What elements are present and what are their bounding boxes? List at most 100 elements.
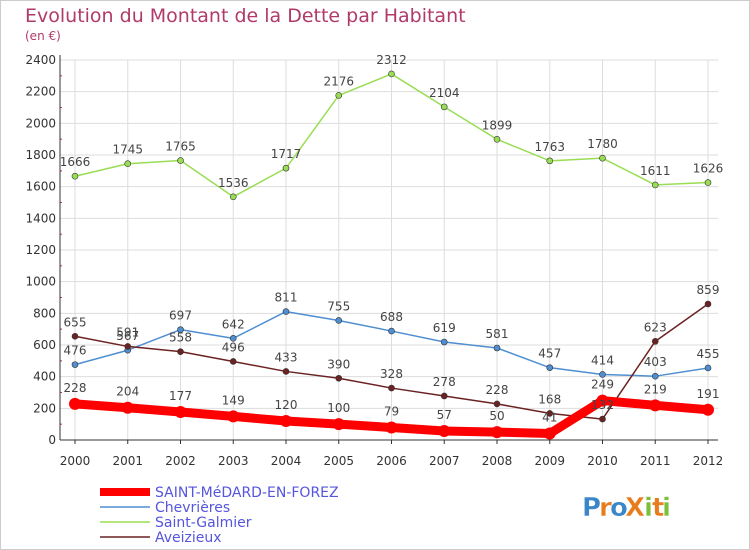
- y-tick-label: 1600: [25, 180, 56, 194]
- data-point-saint_medard: [227, 410, 240, 423]
- data-label-aveizieux: 859: [697, 283, 720, 297]
- x-tick-label: 2012: [693, 454, 724, 468]
- data-label-saint_medard: 177: [169, 389, 192, 403]
- data-label-saint_medard: 228: [64, 381, 87, 395]
- data-point-saint_medard: [438, 424, 451, 437]
- data-point-saint_medard: [69, 397, 81, 410]
- data-point-chevrieres: [651, 372, 659, 380]
- data-labels: 1666 1745 1765 1536 1717 2176 2312 2104 1899 1763…: [60, 53, 724, 425]
- data-label-chevrieres: 455: [697, 347, 720, 361]
- data-point-chevrieres: [493, 344, 501, 352]
- data-label-saint_medard: 204: [116, 385, 139, 399]
- data-point-saint_galmier: [388, 70, 395, 78]
- data-label-chevrieres: 403: [644, 355, 667, 369]
- data-label-aveizieux: 623: [644, 320, 667, 334]
- data-label-chevrieres: 476: [64, 344, 87, 358]
- legend-label-saint_galmier: Saint-Galmier: [155, 515, 252, 531]
- y-tick-label: 400: [33, 370, 56, 384]
- series-group: [69, 70, 714, 440]
- legend: SAINT-MéDARD-EN-FOREZChevrièresSaint-Gal…: [100, 485, 339, 546]
- data-label-aveizieux: 655: [64, 315, 87, 329]
- y-tick-label: 600: [33, 338, 56, 352]
- data-point-saint_galmier: [71, 172, 79, 180]
- data-point-aveizieux: [229, 358, 237, 365]
- data-label-saint_galmier: 2312: [376, 53, 407, 67]
- data-label-saint_medard: 149: [222, 393, 245, 407]
- chart-title: Evolution du Montant de la Dette par Hab…: [25, 5, 466, 27]
- data-point-saint_galmier: [704, 179, 712, 186]
- data-label-saint_medard: 249: [591, 378, 614, 392]
- data-label-aveizieux: 496: [222, 340, 245, 354]
- data-label-saint_galmier: 1536: [218, 176, 249, 190]
- unit-label: (en €): [25, 29, 61, 43]
- data-label-chevrieres: 642: [222, 317, 245, 331]
- data-label-saint_medard: 79: [384, 404, 399, 418]
- y-tick-label: 200: [33, 401, 56, 415]
- data-label-saint_medard: 57: [437, 408, 452, 422]
- data-point-saint_medard: [385, 421, 398, 434]
- data-label-aveizieux: 433: [275, 350, 298, 364]
- legend-label-aveizieux: Aveizieux: [155, 530, 222, 546]
- data-point-aveizieux: [651, 338, 659, 345]
- x-tick-label: 2005: [323, 454, 354, 468]
- data-point-aveizieux: [71, 332, 79, 340]
- x-tick-label: 2003: [218, 454, 249, 468]
- data-point-saint_medard: [121, 401, 134, 414]
- y-tick-label: 2400: [25, 53, 56, 67]
- logo-letter: P: [582, 493, 601, 523]
- x-tick-label: 2004: [271, 454, 302, 468]
- data-point-aveizieux: [282, 368, 290, 375]
- data-point-chevrieres: [704, 364, 712, 372]
- y-tick-label: 1400: [25, 211, 56, 225]
- x-tick-label: 2009: [534, 454, 565, 468]
- data-point-chevrieres: [177, 326, 184, 333]
- data-label-chevrieres: 457: [538, 347, 561, 361]
- data-label-saint_medard: 41: [542, 411, 557, 425]
- data-label-saint_galmier: 2176: [323, 74, 354, 88]
- y-tick-label: 1800: [25, 148, 56, 162]
- logo-letter: o: [610, 493, 628, 523]
- legend-label-chevrieres: Chevrières: [155, 500, 230, 516]
- data-label-aveizieux: 328: [380, 367, 403, 381]
- data-point-chevrieres: [71, 361, 79, 368]
- data-point-saint_medard: [702, 403, 714, 416]
- data-point-saint_galmier: [546, 157, 554, 165]
- data-label-aveizieux: 228: [486, 383, 509, 397]
- data-label-chevrieres: 619: [433, 321, 456, 335]
- data-point-saint_medard: [280, 415, 292, 427]
- data-label-saint_galmier: 1780: [587, 137, 618, 151]
- data-point-saint_galmier: [229, 193, 237, 201]
- data-point-chevrieres: [546, 364, 554, 371]
- data-point-aveizieux: [440, 392, 448, 400]
- data-label-chevrieres: 697: [169, 309, 192, 323]
- x-tick-label: 2010: [587, 454, 618, 468]
- data-point-saint_galmier: [493, 136, 501, 143]
- data-label-aveizieux: 390: [327, 357, 350, 371]
- data-label-chevrieres: 811: [275, 291, 298, 305]
- data-label-chevrieres: 755: [327, 299, 350, 313]
- data-label-saint_galmier: 1899: [482, 118, 513, 132]
- data-point-saint_galmier: [124, 160, 132, 168]
- data-label-saint_galmier: 1666: [60, 155, 91, 169]
- data-point-saint_medard: [543, 427, 556, 440]
- legend-label-saint_medard: SAINT-MéDARD-EN-FOREZ: [155, 485, 339, 501]
- y-tick-label: 2200: [25, 85, 56, 99]
- data-point-saint_medard: [649, 399, 662, 412]
- data-label-aveizieux: 278: [433, 375, 456, 389]
- data-label-saint_galmier: 1717: [271, 147, 302, 161]
- data-label-aveizieux: 558: [169, 331, 192, 345]
- data-point-chevrieres: [229, 335, 237, 342]
- y-tick-label: 0: [48, 433, 56, 447]
- data-label-saint_medard: 219: [644, 382, 667, 396]
- data-point-aveizieux: [493, 400, 501, 408]
- y-tick-label: 800: [33, 306, 56, 320]
- axes: 0 200 400 600 800 1000 1200 1400 1600 1800 2000 220…: [25, 53, 723, 468]
- data-point-saint_medard: [491, 426, 503, 439]
- data-point-saint_galmier: [440, 103, 448, 111]
- y-tick-label: 1000: [25, 275, 56, 289]
- data-point-saint_medard: [596, 394, 609, 407]
- data-label-saint_galmier: 2104: [429, 86, 460, 100]
- data-label-saint_medard: 100: [327, 401, 350, 415]
